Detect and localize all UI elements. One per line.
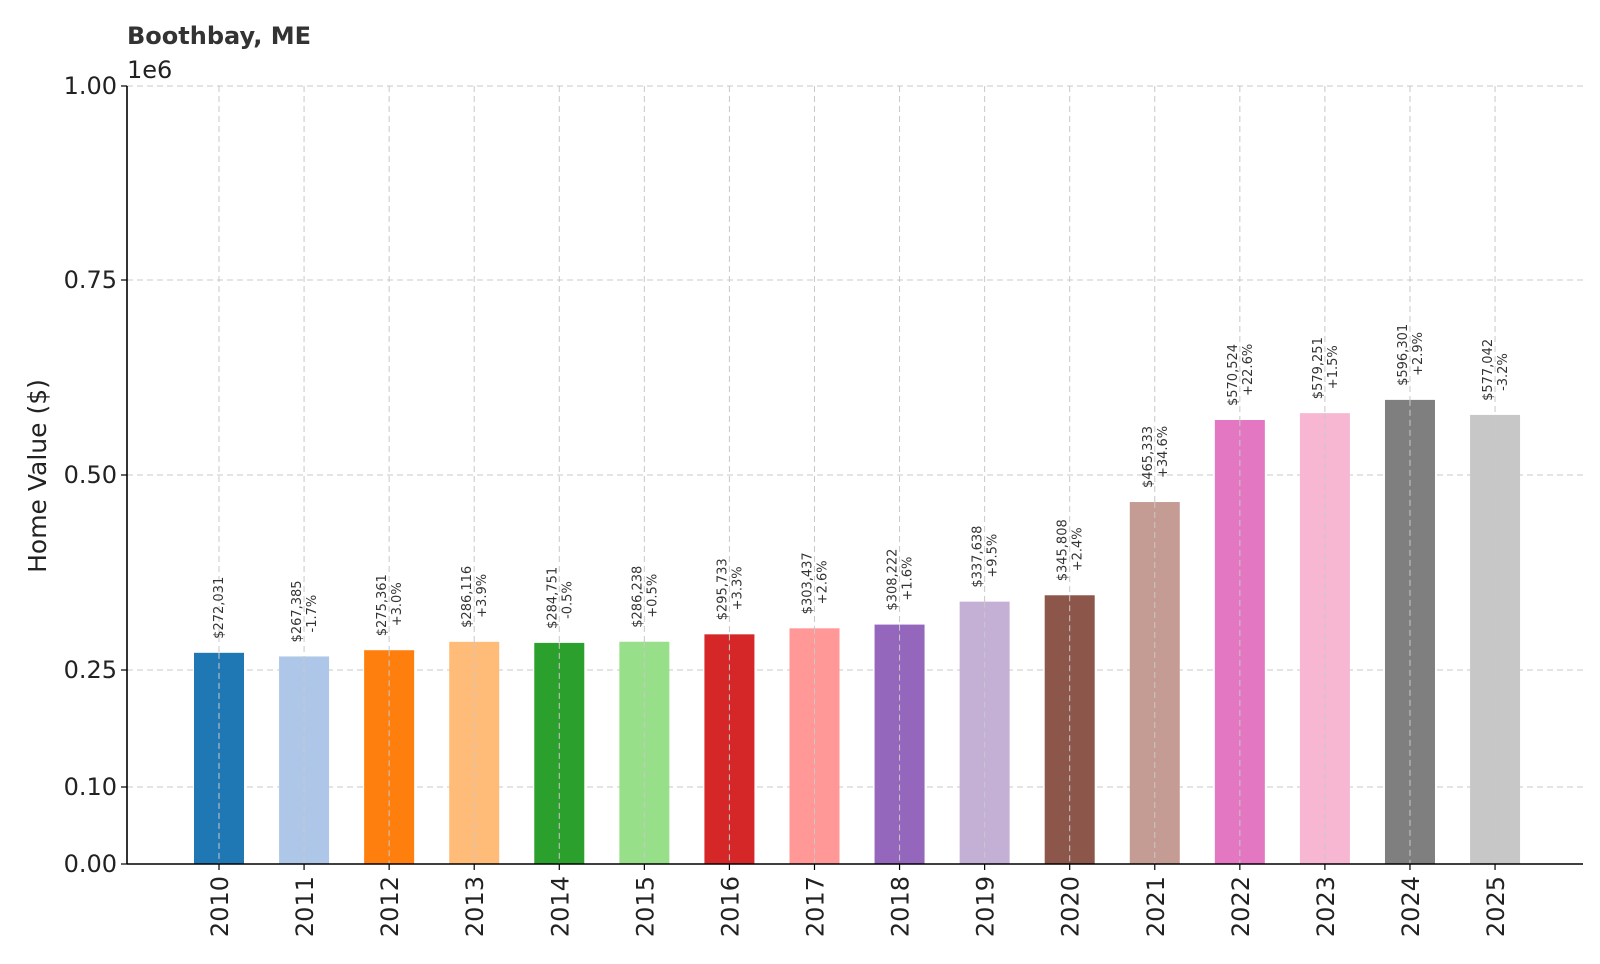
bar-change-label: -0.5% (560, 581, 575, 619)
bar-value-label: $286,238 (630, 566, 645, 628)
bar-value-label: $303,437 (800, 552, 815, 614)
bar-change-label: +22.6% (1241, 344, 1256, 396)
bar-change-label: +3.0% (390, 582, 405, 626)
bar-change-label: -3.2% (1496, 353, 1511, 391)
bar-value-label: $596,301 (1396, 324, 1411, 386)
bar-change-label: +0.5% (645, 574, 660, 618)
x-tick-label: 2017 (801, 876, 829, 937)
bar-change-label: +1.5% (1326, 345, 1341, 389)
bar-value-label: $284,751 (545, 567, 560, 629)
bar-change-label: +9.5% (986, 534, 1001, 578)
x-tick-label: 2012 (376, 876, 404, 937)
y-tick-label: 0.75 (64, 266, 117, 294)
bar-value-label: $577,042 (1481, 339, 1496, 401)
bar-value-label: $465,333 (1141, 426, 1156, 488)
bar-value-label: $308,222 (886, 549, 901, 611)
y-tick-label: 0.00 (64, 850, 117, 878)
bar-change-label: +2.9% (1411, 332, 1426, 376)
bar-value-label: $345,808 (1056, 519, 1071, 581)
bar-change-label: -1.7% (305, 595, 320, 633)
bar-value-label: $579,251 (1311, 337, 1326, 399)
bar-change-label: +3.3% (730, 566, 745, 610)
y-tick-label: 0.10 (64, 773, 117, 801)
y-tick-label: 0.25 (64, 656, 117, 684)
bar-value-label: $272,031 (212, 577, 227, 639)
x-tick-label: 2023 (1312, 876, 1340, 937)
x-tick-label: 2021 (1142, 876, 1170, 937)
bar-value-label: $267,385 (290, 580, 305, 642)
y-tick-label: 0.50 (64, 461, 117, 489)
bar-value-label: $337,638 (971, 526, 986, 588)
bar-value-label: $286,116 (460, 566, 475, 628)
y-axis-scale-label: 1e6 (127, 56, 172, 84)
bar-2017 (789, 628, 840, 864)
x-tick-label: 2014 (546, 876, 574, 937)
bar-value-label: $275,361 (375, 574, 390, 636)
bar-2018 (874, 624, 925, 864)
x-tick-label: 2022 (1227, 876, 1255, 937)
y-tick-label: 1.00 (64, 72, 117, 100)
bar-change-label: +1.6% (901, 557, 916, 601)
chart-title: Boothbay, ME (127, 22, 311, 50)
x-tick-label: 2019 (972, 876, 1000, 937)
x-tick-label: 2013 (461, 876, 489, 937)
x-tick-label: 2020 (1057, 876, 1085, 937)
label-layer: $272,031 $267,385 -1.7% $275,361 +3.0% $286,1… (212, 324, 1511, 643)
bar-value-label: $570,524 (1226, 344, 1241, 406)
x-tick-label: 2015 (631, 876, 659, 937)
x-tick-label: 2010 (206, 876, 234, 937)
bar-change-label: +2.6% (815, 560, 830, 604)
axis-layer: 0.00 0.10 0.25 0.50 0.75 1.00 2010 2011 2012 2013… (64, 72, 1583, 937)
bar-value-label: $295,733 (715, 558, 730, 620)
bar-change-label: +34.6% (1156, 426, 1171, 478)
bar-change-label: +3.9% (475, 574, 490, 618)
x-tick-label: 2011 (291, 876, 319, 937)
y-axis-label: Home Value ($) (23, 379, 52, 573)
bar-change-label: +2.4% (1071, 527, 1086, 571)
x-tick-label: 2025 (1482, 876, 1510, 937)
bar-layer (194, 399, 1521, 864)
x-tick-label: 2018 (887, 876, 915, 937)
x-tick-label: 2024 (1397, 876, 1425, 937)
x-tick-label: 2016 (716, 876, 744, 937)
grid-layer (127, 85, 1583, 864)
